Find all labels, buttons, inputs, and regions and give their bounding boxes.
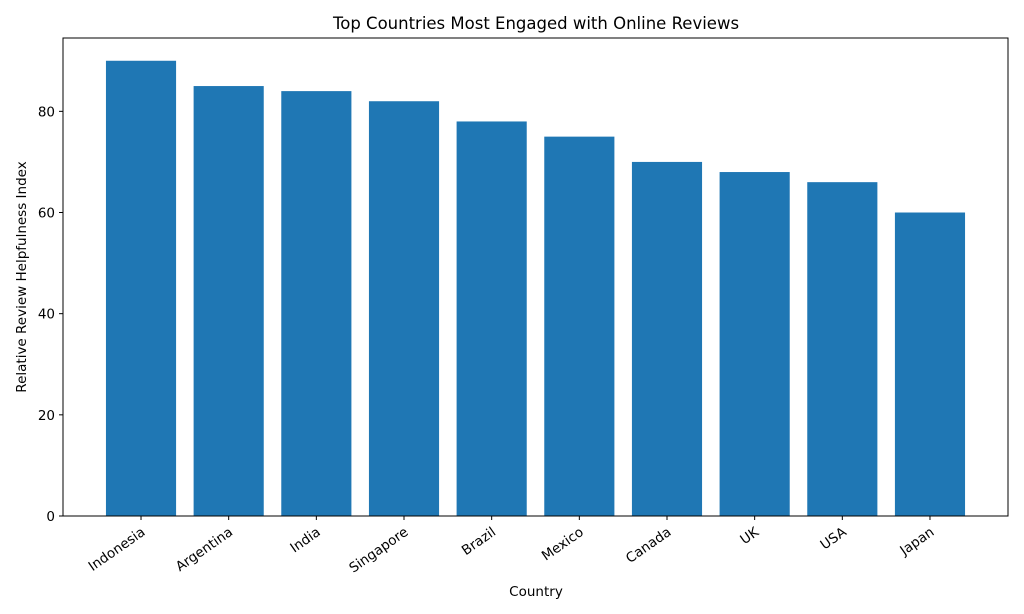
bar-indonesia (105, 60, 177, 517)
bar-brazil (456, 121, 527, 516)
x-tick-label: Indonesia (86, 524, 149, 575)
y-tick-label: 60 (38, 206, 55, 222)
y-tick-label: 40 (38, 307, 55, 323)
x-axis-ticks: Indonesia Argentina India Singapore Brazil Me… (86, 516, 937, 576)
bar-india (281, 91, 352, 516)
bar-canada (631, 161, 703, 517)
x-tick-label: UK (737, 524, 762, 549)
bar-japan (894, 212, 966, 516)
y-axis-ticks: 0 20 40 60 80 (38, 104, 63, 525)
bar-argentina (193, 86, 264, 516)
x-tick-label: USA (818, 524, 851, 554)
plot-frame (62, 37, 1009, 517)
x-tick-label: Japan (896, 524, 937, 559)
bar-mexico (544, 136, 615, 516)
x-axis-label: Country (509, 584, 563, 600)
y-tick-label: 0 (46, 509, 55, 525)
y-axis-label: Relative Review Helpfulness Index (14, 161, 30, 392)
x-tick-label: Mexico (539, 524, 587, 564)
y-tick-label: 20 (38, 408, 55, 424)
x-tick-label: Argentina (173, 524, 236, 575)
chart-title: Top Countries Most Engaged with Online R… (332, 14, 739, 33)
x-tick-label: Brazil (459, 524, 499, 559)
bar-usa (807, 182, 878, 516)
x-tick-label: India (287, 524, 323, 556)
bar-uk (719, 172, 790, 516)
x-tick-label: Canada (623, 524, 674, 567)
x-tick-label: Singapore (346, 524, 411, 576)
bar-singapore (368, 101, 440, 517)
y-tick-label: 80 (38, 104, 55, 120)
bars-group (105, 60, 966, 517)
